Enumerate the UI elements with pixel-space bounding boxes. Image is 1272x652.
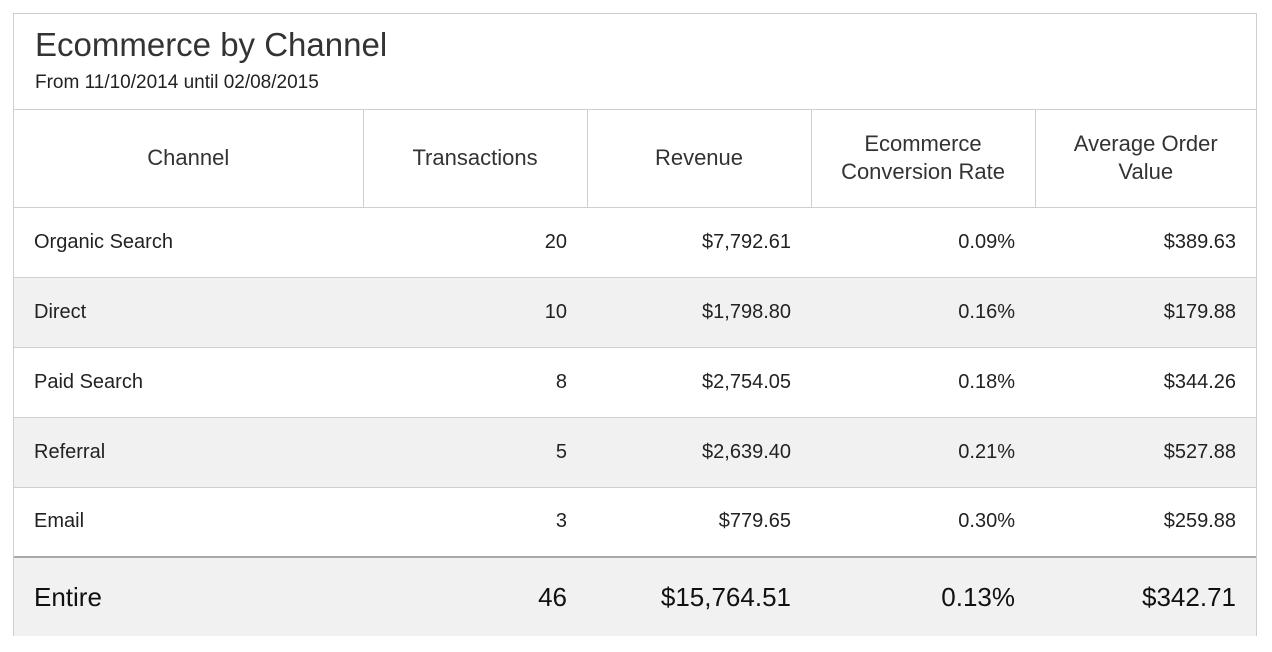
cell-transactions: 10: [363, 277, 587, 348]
cell-transactions: 5: [363, 417, 587, 488]
total-average-order-value: $342.71: [1035, 557, 1256, 636]
column-header-transactions: Transactions: [363, 110, 588, 208]
cell-average-order-value: $179.88: [1035, 277, 1256, 348]
report-date-range: From 11/10/2014 until 02/08/2015: [35, 72, 319, 93]
cell-channel: Paid Search: [14, 347, 363, 418]
channel-table: Channel Transactions Revenue Ecommerce C…: [14, 110, 1256, 636]
total-revenue: $15,764.51: [587, 557, 811, 636]
report-title: Ecommerce by Channel: [35, 26, 388, 63]
cell-revenue: $2,754.05: [587, 347, 811, 418]
total-row: Entire 46 $15,764.51 0.13% $342.71: [14, 557, 1256, 636]
cell-conversion-rate: 0.21%: [811, 417, 1035, 488]
cell-channel: Email: [14, 487, 363, 558]
column-header-revenue: Revenue: [587, 110, 812, 208]
column-header-channel: Channel: [14, 110, 364, 208]
cell-average-order-value: $259.88: [1035, 487, 1256, 558]
cell-channel: Organic Search: [14, 207, 363, 278]
cell-channel: Direct: [14, 277, 363, 348]
cell-revenue: $7,792.61: [587, 207, 811, 278]
cell-revenue: $1,798.80: [587, 277, 811, 348]
table-row: Referral 5 $2,639.40 0.21% $527.88: [14, 417, 1256, 488]
cell-revenue: $2,639.40: [587, 417, 811, 488]
cell-conversion-rate: 0.30%: [811, 487, 1035, 558]
cell-transactions: 8: [363, 347, 587, 418]
cell-average-order-value: $344.26: [1035, 347, 1256, 418]
cell-conversion-rate: 0.18%: [811, 347, 1035, 418]
cell-channel: Referral: [14, 417, 363, 488]
cell-average-order-value: $389.63: [1035, 207, 1256, 278]
table-row: Organic Search 20 $7,792.61 0.09% $389.6…: [14, 207, 1256, 278]
cell-conversion-rate: 0.09%: [811, 207, 1035, 278]
column-header-conversion-rate: Ecommerce Conversion Rate: [811, 110, 1036, 208]
table-header-row: Channel Transactions Revenue Ecommerce C…: [14, 110, 1256, 208]
table-row: Direct 10 $1,798.80 0.16% $179.88: [14, 277, 1256, 348]
cell-average-order-value: $527.88: [1035, 417, 1256, 488]
cell-transactions: 20: [363, 207, 587, 278]
column-header-average-order-value: Average Order Value: [1035, 110, 1256, 208]
total-label: Entire: [14, 557, 363, 636]
ecommerce-by-channel-panel: Ecommerce by Channel From 11/10/2014 unt…: [13, 13, 1257, 636]
cell-transactions: 3: [363, 487, 587, 558]
table-row: Paid Search 8 $2,754.05 0.18% $344.26: [14, 347, 1256, 418]
panel-header: Ecommerce by Channel From 11/10/2014 unt…: [14, 14, 1256, 110]
cell-revenue: $779.65: [587, 487, 811, 558]
total-conversion-rate: 0.13%: [811, 557, 1035, 636]
total-transactions: 46: [363, 557, 587, 636]
cell-conversion-rate: 0.16%: [811, 277, 1035, 348]
table-row: Email 3 $779.65 0.30% $259.88: [14, 487, 1256, 558]
